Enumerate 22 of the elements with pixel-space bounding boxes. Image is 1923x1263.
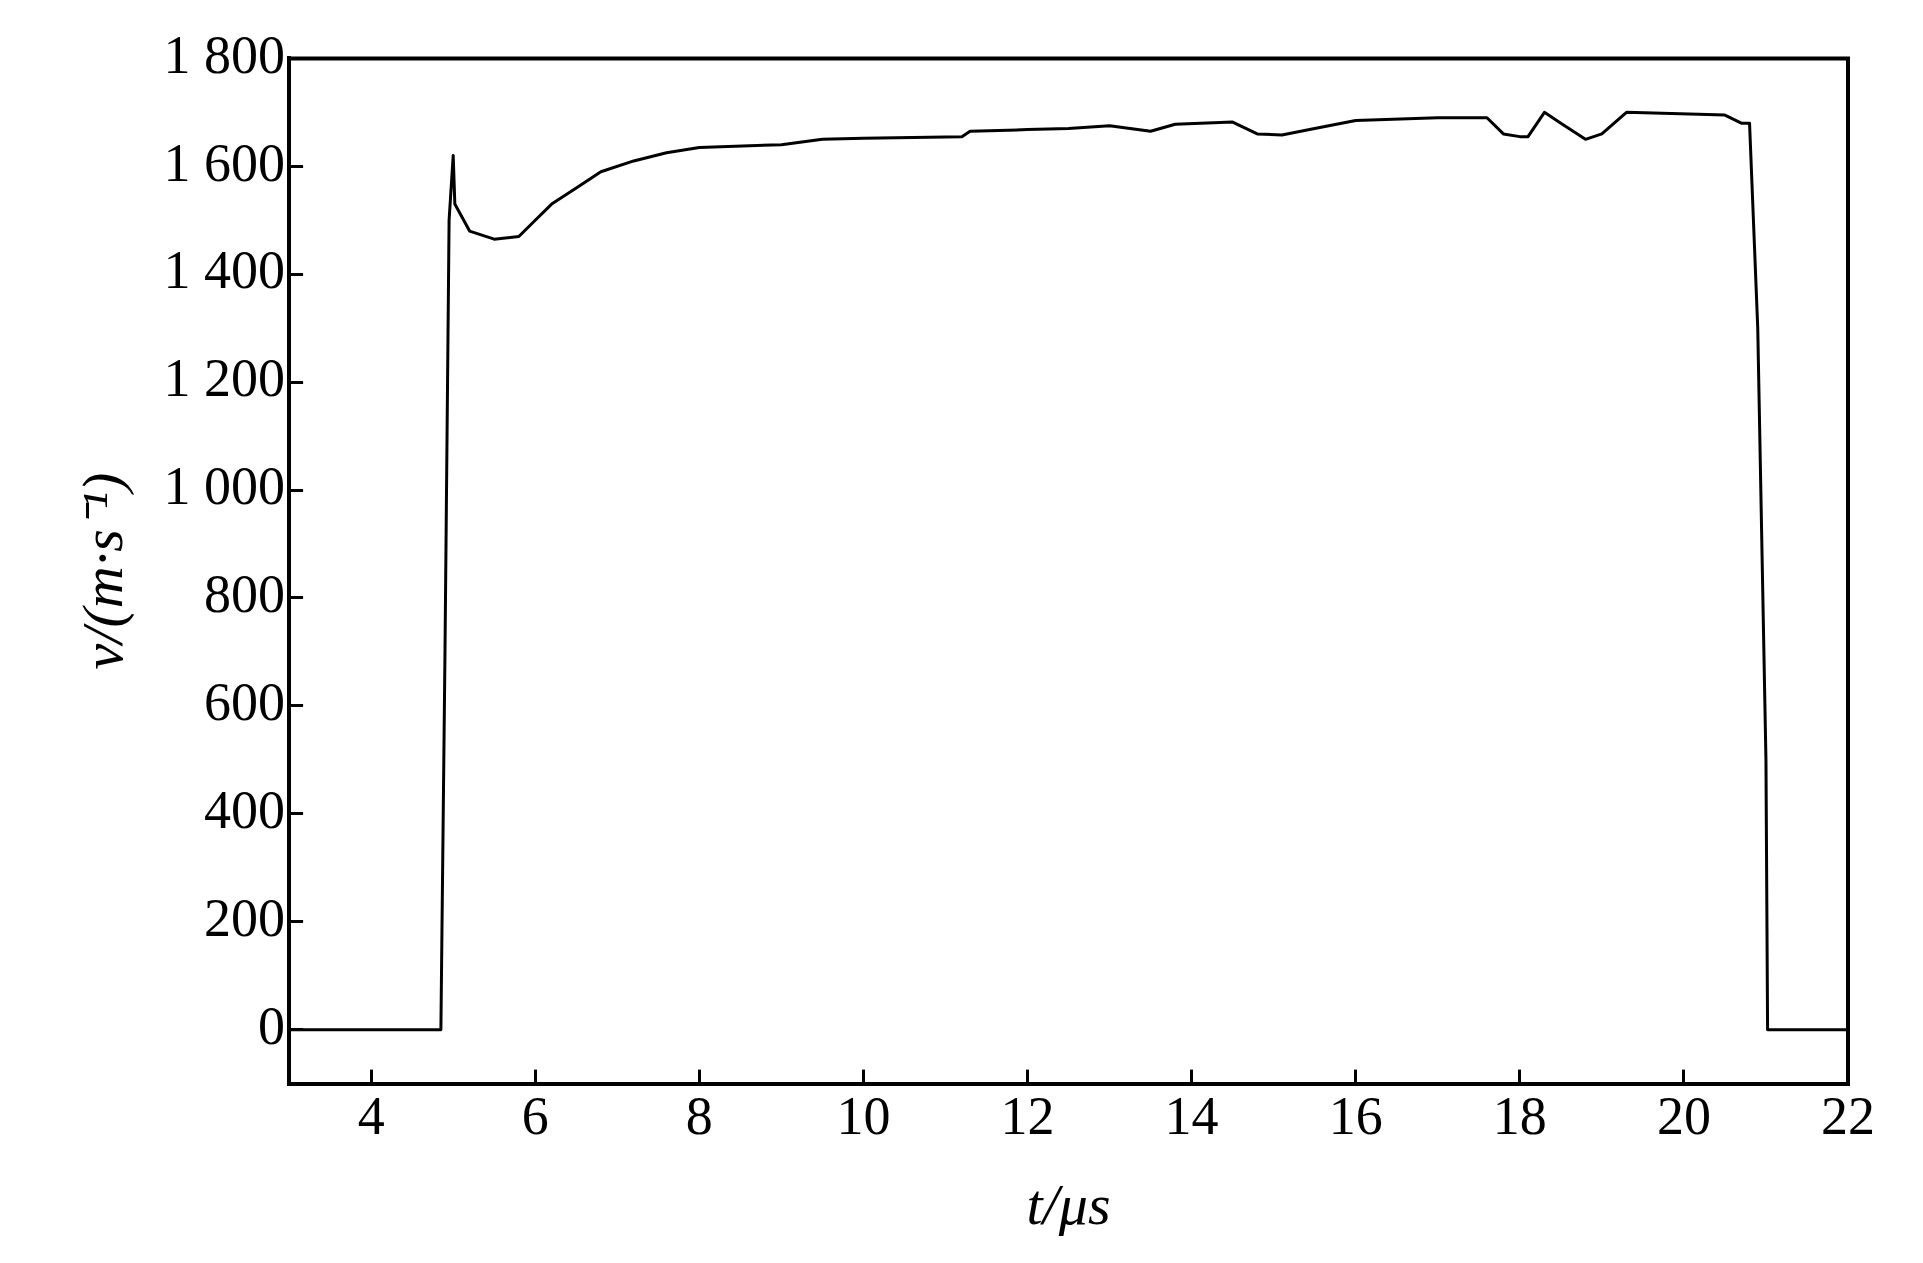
y-tick-label: 1 000 — [163, 456, 286, 517]
y-axis-title: v/(m·s⁻¹) — [70, 472, 136, 670]
y-tick-label: 1 200 — [163, 348, 286, 409]
x-tick-label: 12 — [1000, 1086, 1055, 1147]
x-tick-label: 14 — [1164, 1086, 1219, 1147]
x-tick-label: 16 — [1328, 1086, 1383, 1147]
x-tick-label: 6 — [521, 1086, 549, 1147]
y-tick-label: 1 400 — [163, 240, 286, 301]
y-tick-label: 600 — [204, 672, 286, 733]
x-tick-label: 10 — [836, 1086, 891, 1147]
y-tick-label: 1 600 — [163, 132, 286, 193]
y-tick-label: 800 — [204, 564, 286, 625]
y-tick-label: 400 — [204, 780, 286, 840]
x-tick-label: 18 — [1492, 1086, 1547, 1147]
x-axis-title: t/μs — [1026, 1172, 1111, 1238]
x-tick-label: 20 — [1656, 1086, 1711, 1147]
y-tick-label: 0 — [258, 995, 286, 1056]
y-tick-label: 1 800 — [163, 24, 286, 85]
x-tick-label: 22 — [1821, 1086, 1875, 1147]
x-tick-label: 4 — [357, 1086, 385, 1147]
y-tick-label: 200 — [204, 887, 286, 948]
x-tick-label: 8 — [685, 1086, 713, 1147]
